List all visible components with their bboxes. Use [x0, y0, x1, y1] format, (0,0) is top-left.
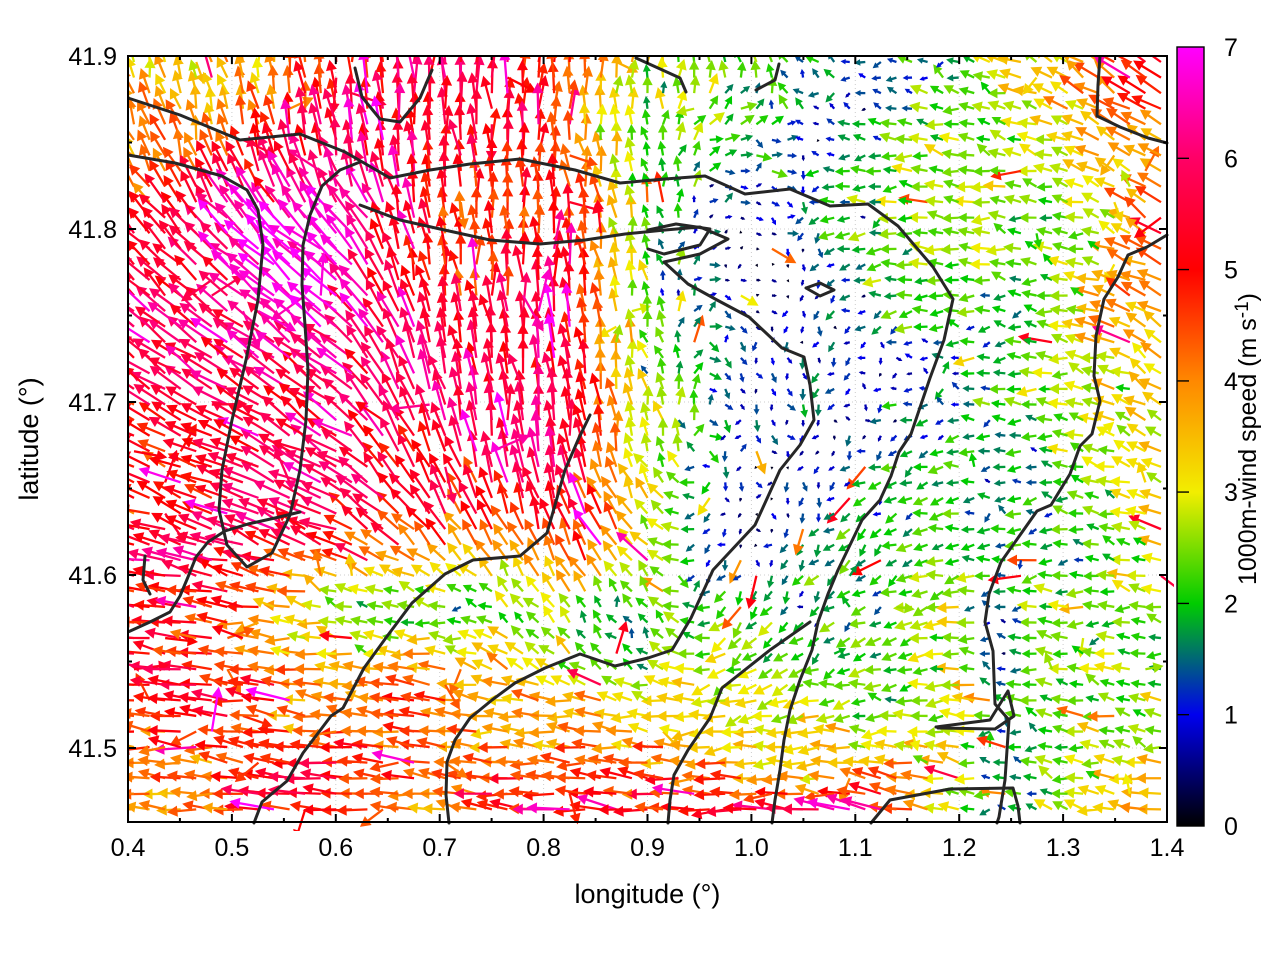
- svg-text:0.4: 0.4: [111, 834, 146, 862]
- svg-text:41.8: 41.8: [68, 216, 117, 244]
- svg-text:5: 5: [1224, 257, 1238, 285]
- svg-text:0.9: 0.9: [630, 834, 665, 862]
- svg-text:0.7: 0.7: [422, 834, 457, 862]
- svg-text:1.4: 1.4: [1150, 834, 1185, 862]
- svg-text:1.3: 1.3: [1046, 834, 1081, 862]
- svg-text:latitude (°): latitude (°): [14, 377, 44, 500]
- svg-text:1000m-wind speed (m s-1): 1000m-wind speed (m s-1): [1232, 293, 1262, 585]
- svg-text:6: 6: [1224, 145, 1238, 173]
- svg-text:1.0: 1.0: [734, 834, 769, 862]
- svg-text:1.1: 1.1: [838, 834, 873, 862]
- svg-text:41.5: 41.5: [68, 735, 117, 763]
- svg-text:1: 1: [1224, 702, 1238, 730]
- svg-text:0.5: 0.5: [215, 834, 250, 862]
- svg-text:0: 0: [1224, 813, 1238, 841]
- svg-text:1.2: 1.2: [942, 834, 977, 862]
- svg-text:0.6: 0.6: [318, 834, 353, 862]
- svg-text:2: 2: [1224, 590, 1238, 618]
- svg-text:3: 3: [1224, 479, 1238, 507]
- svg-text:0.8: 0.8: [526, 834, 561, 862]
- svg-text:41.6: 41.6: [68, 562, 117, 590]
- svg-text:longitude (°): longitude (°): [575, 879, 721, 909]
- svg-text:7: 7: [1224, 34, 1238, 62]
- svg-text:41.7: 41.7: [68, 389, 117, 417]
- svg-text:4: 4: [1224, 368, 1238, 396]
- svg-text:41.9: 41.9: [68, 43, 117, 71]
